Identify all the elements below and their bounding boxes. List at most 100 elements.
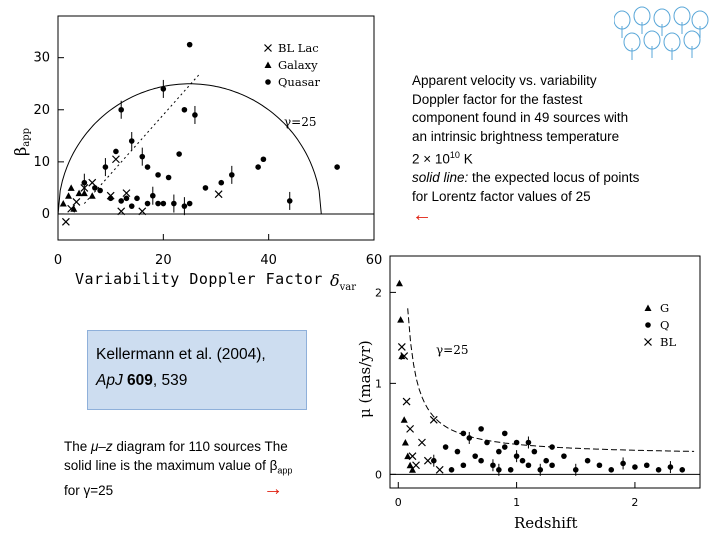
point-quasar: [186, 41, 193, 48]
caption-line: for Lorentz factor values of 25: [412, 188, 591, 204]
point-bl: [412, 461, 420, 470]
y-axis-label: μ (mas/yr): [356, 340, 374, 418]
caption-part: solid line is the maximum value of β: [64, 457, 278, 473]
point-bl-lac: [88, 178, 97, 187]
point-bl: [429, 415, 438, 424]
marker-stroke: [61, 217, 70, 226]
left-arrow-icon: ←: [412, 204, 432, 226]
y-axis-label-main: β: [11, 147, 30, 156]
point-q: [466, 435, 473, 441]
plot-border: [57, 15, 375, 241]
point-quasar: [160, 86, 167, 92]
bottom-caption: The μ–z diagram for 110 sources The soli…: [64, 438, 364, 500]
point-q: [643, 462, 650, 469]
y-tick-label: 30: [33, 51, 50, 66]
point-bl-lac: [122, 189, 131, 198]
caption-part: The: [64, 439, 92, 454]
reference-authors: Kellermann et al. (2004),: [96, 346, 266, 363]
x-tick-label: 40: [260, 253, 277, 268]
point-q: [513, 453, 520, 459]
point-galaxy: [65, 192, 73, 199]
point-q: [572, 467, 579, 473]
point-quasar: [192, 112, 198, 118]
point-q: [525, 462, 532, 469]
plot-frame: 0 1 2 0 1 2: [375, 255, 701, 509]
point-quasar: [118, 198, 124, 204]
point-q: [549, 462, 555, 469]
right-arrow-icon: →: [263, 477, 284, 500]
y-tick-label: 20: [33, 103, 50, 118]
caption-part: K: [459, 151, 473, 167]
point-bl-lac: [214, 190, 223, 199]
caption-line: solid line is the maximum value of βapp: [64, 457, 364, 480]
point-q: [442, 444, 449, 450]
tree-shape: [643, 30, 661, 58]
point-bl-lac: [72, 198, 81, 206]
point-galaxy: [80, 189, 88, 197]
point-quasar: [202, 185, 209, 191]
marker-stroke: [112, 155, 120, 164]
point-quasar: [229, 172, 235, 178]
caption-part: diagram for 110 sources The: [112, 439, 288, 454]
point-q: [507, 467, 514, 473]
point-q: [655, 467, 662, 473]
point-q: [608, 467, 615, 473]
point-bl: [400, 352, 409, 361]
point-q: [490, 462, 496, 469]
marker-stroke: [412, 461, 420, 470]
point-q: [454, 448, 461, 455]
point-q: [501, 430, 508, 437]
marker-stroke: [402, 397, 411, 406]
tree-shape: [633, 6, 651, 34]
x-tick-label: 2: [631, 496, 638, 509]
tree-shape: [691, 10, 709, 38]
point-bl: [418, 438, 426, 447]
plot-border: [389, 255, 701, 489]
tree-shape: [663, 32, 681, 60]
caption-sub: app: [277, 465, 293, 476]
curve-label: γ=25: [284, 115, 317, 129]
caption-line: The μ–z diagram for 110 sources The: [64, 438, 364, 457]
legend-marker: [264, 61, 272, 68]
x-tick-label: 60: [366, 253, 383, 268]
point-q: [472, 453, 478, 459]
x-tick-label: 1: [513, 496, 520, 509]
marker-stroke: [406, 424, 415, 433]
point-q: [561, 453, 567, 459]
point-bl-lac: [112, 155, 120, 164]
point-galaxy: [88, 192, 96, 199]
caption-line: 2 × 1010 K: [412, 146, 712, 169]
caption-part: for γ=25: [64, 482, 114, 498]
point-galaxy: [70, 205, 78, 212]
marker-stroke: [408, 452, 417, 461]
point-quasar: [128, 203, 135, 209]
x-tick-label: 20: [155, 253, 172, 268]
gamma-25-curve: [57, 72, 322, 215]
point-quasar: [139, 153, 146, 160]
point-g: [408, 466, 416, 473]
point-quasar: [113, 148, 119, 155]
point-quasar: [107, 195, 114, 202]
point-g: [406, 461, 414, 469]
point-q: [478, 457, 484, 464]
caption-emph: solid line:: [412, 170, 469, 185]
marker-stroke: [400, 352, 409, 361]
tree-shape: [614, 10, 631, 38]
point-quasar: [144, 200, 151, 207]
point-q: [679, 467, 686, 473]
point-quasar: [92, 185, 98, 191]
data-points: [59, 41, 340, 226]
plot-frame: 0 20 40 60 0 10 20 30: [33, 15, 383, 268]
legend: GQ BL: [644, 301, 676, 349]
point-quasar: [134, 195, 140, 202]
point-quasar: [286, 198, 293, 204]
legend-marker: [264, 44, 272, 52]
y-tick-label: 1: [375, 377, 382, 390]
point-quasar: [155, 200, 161, 207]
x-axis-variable: δvar: [330, 271, 356, 293]
point-q: [537, 467, 544, 473]
legend-label: Quasar: [278, 75, 320, 89]
point-g: [400, 416, 408, 423]
point-quasar: [81, 179, 88, 186]
point-quasar: [123, 195, 130, 202]
